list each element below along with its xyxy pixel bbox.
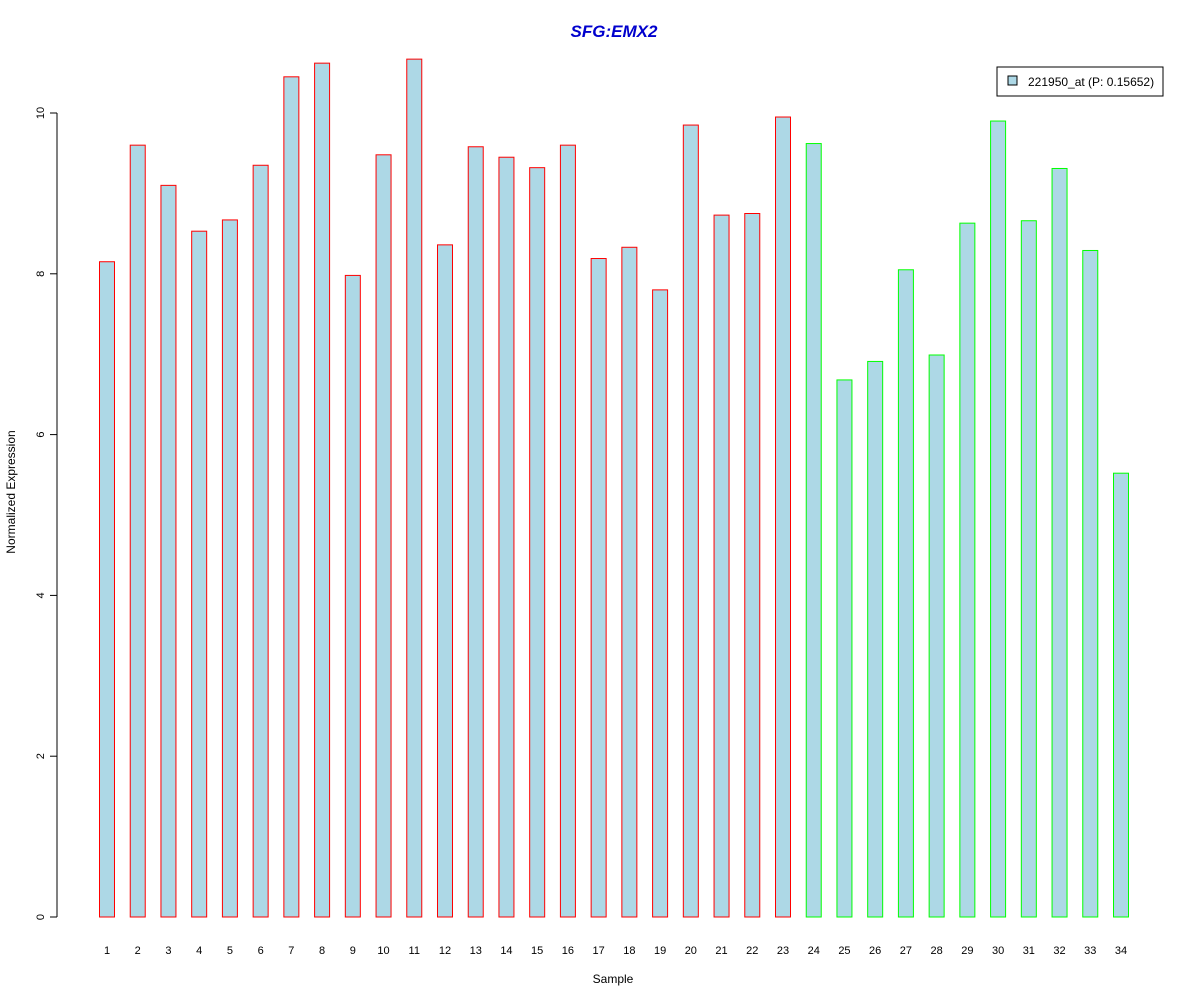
bar-sample-34: [1113, 472, 1129, 918]
bar-sample-5: [221, 219, 238, 918]
bar-sample-7: [283, 76, 300, 918]
legend-swatch: [1007, 75, 1018, 86]
bar-sample-31: [1020, 220, 1037, 918]
x-tick-label: 26: [869, 945, 881, 957]
legend-label: 221950_at (P: 0.15652): [1028, 75, 1154, 89]
x-tick-label: 14: [500, 945, 512, 957]
bar-sample-3: [160, 184, 177, 918]
x-tick-label: 29: [961, 945, 973, 957]
bar-sample-1: [99, 261, 115, 918]
chart-title: SFG:EMX2: [571, 22, 658, 41]
bar-sample-22: [744, 213, 761, 918]
bar-sample-24: [805, 143, 822, 918]
x-tick-label: 28: [931, 945, 943, 957]
bar-sample-13: [467, 146, 484, 918]
y-tick-label: 6: [35, 432, 47, 438]
legend: 221950_at (P: 0.15652): [996, 66, 1164, 97]
bar-sample-25: [836, 379, 853, 918]
bar-sample-16: [559, 144, 576, 918]
bar-sample-11: [406, 58, 423, 918]
legend-box: [996, 66, 1164, 97]
x-tick-label: 4: [196, 945, 202, 957]
bar-sample-12: [437, 244, 453, 918]
x-tick-label: 21: [715, 945, 727, 957]
bar-sample-2: [129, 144, 146, 918]
y-axis: 0 2 4 6 8 10: [35, 107, 58, 920]
x-tick-label: 18: [623, 945, 635, 957]
bar-sample-6: [252, 164, 269, 918]
bar-sample-30: [990, 120, 1007, 918]
bar-sample-18: [621, 246, 638, 918]
x-tick-label: 7: [288, 945, 294, 957]
x-tick-label: 19: [654, 945, 666, 957]
bar-sample-21: [713, 214, 730, 918]
x-tick-label: 9: [350, 945, 356, 957]
x-tick-label: 1: [104, 945, 110, 957]
x-tick-label: 12: [439, 945, 451, 957]
bar-sample-26: [867, 360, 884, 918]
x-tick-label: 33: [1084, 945, 1096, 957]
bar-sample-19: [652, 289, 669, 918]
x-tick-label: 22: [746, 945, 758, 957]
x-tick-label: 10: [377, 945, 389, 957]
x-tick-label: 25: [838, 945, 850, 957]
x-tick-label: 6: [258, 945, 264, 957]
bar-sample-17: [590, 258, 607, 918]
bar-sample-20: [682, 124, 699, 918]
x-tick-label: 32: [1053, 945, 1065, 957]
y-tick-label: 2: [35, 753, 47, 759]
x-tick-label: 13: [470, 945, 482, 957]
bar-sample-9: [344, 274, 361, 918]
x-tick-label: 3: [165, 945, 171, 957]
bar-sample-8: [314, 62, 331, 918]
x-tick-label: 20: [685, 945, 697, 957]
bars: [99, 58, 1129, 918]
x-tick-label: 17: [593, 945, 605, 957]
bar-sample-14: [498, 156, 515, 918]
x-tick-label: 16: [562, 945, 574, 957]
y-tick-label: 10: [35, 107, 47, 119]
x-tick-label: 15: [531, 945, 543, 957]
x-axis-ticks: 1 2 3 4 5 6 7 8 9 10 11 12 13 14 15 16 17 18 19 20 21 22 23 24 2…: [104, 945, 1127, 957]
bar-sample-29: [959, 222, 976, 918]
y-tick-label: 4: [35, 592, 47, 598]
x-tick-label: 5: [227, 945, 233, 957]
bar-sample-23: [775, 116, 791, 918]
x-tick-label: 23: [777, 945, 789, 957]
bar-sample-15: [529, 167, 546, 918]
y-tick-label: 8: [35, 271, 47, 277]
x-tick-label: 24: [808, 945, 820, 957]
x-tick-label: 2: [135, 945, 141, 957]
x-tick-label: 30: [992, 945, 1004, 957]
x-tick-label: 34: [1115, 945, 1127, 957]
x-tick-label: 27: [900, 945, 912, 957]
y-tick-label: 0: [35, 914, 47, 920]
x-tick-label: 11: [409, 945, 420, 957]
bar-sample-27: [897, 269, 914, 918]
bar-sample-33: [1082, 249, 1099, 918]
bar-sample-4: [191, 230, 208, 918]
y-axis-label: Normalized Expression: [4, 430, 18, 553]
x-tick-label: 31: [1023, 945, 1035, 957]
bar-sample-32: [1051, 167, 1068, 918]
bar-sample-28: [928, 354, 945, 918]
x-axis-label: Sample: [593, 972, 634, 986]
bar-sample-10: [375, 154, 392, 918]
x-tick-label: 8: [319, 945, 325, 957]
